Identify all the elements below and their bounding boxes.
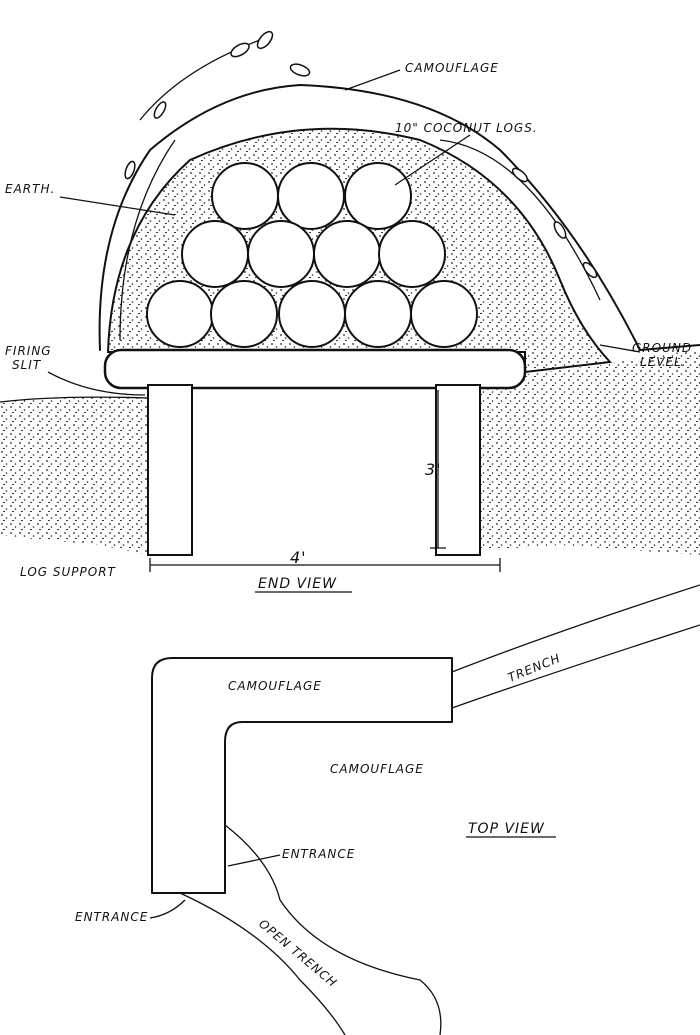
- leader-lines: [47, 69, 641, 396]
- label: ENTRANCE: [75, 910, 148, 924]
- label: CAMOUFLAGE: [330, 762, 424, 776]
- log-support-left: [147, 384, 193, 556]
- ground-left: [0, 397, 148, 555]
- view-title: TOP VIEW: [468, 821, 545, 837]
- dimension-label: 3': [425, 460, 442, 479]
- open-trench: [179, 824, 442, 1035]
- label: GROUND LEVEL.: [632, 341, 692, 369]
- leaves: [124, 30, 598, 279]
- log-support-right: [435, 384, 481, 556]
- label: ENTRANCE: [282, 847, 355, 861]
- label-line: GROUND: [632, 341, 692, 355]
- camouflage-outline: [151, 657, 453, 894]
- trench: [451, 584, 700, 709]
- label: 10" COCONUT LOGS.: [395, 121, 538, 135]
- label: CAMOUFLAGE: [228, 679, 322, 693]
- dimension-lines: [149, 390, 501, 572]
- label: LOG SUPPORT: [20, 565, 117, 579]
- leader-lines: [149, 854, 281, 919]
- label: OPEN TRENCH: [256, 917, 340, 991]
- label: FIRING SLIT: [5, 344, 52, 372]
- coconut-logs: [146, 162, 478, 348]
- label-line: FIRING: [5, 344, 52, 358]
- view-title: END VIEW: [258, 576, 337, 592]
- ground-right: [480, 350, 700, 555]
- ground-line: [0, 396, 149, 403]
- label: EARTH.: [5, 182, 55, 196]
- dimension-label: 4': [290, 548, 307, 567]
- label: CAMOUFLAGE: [405, 61, 499, 75]
- camouflage-outline: [98, 84, 700, 351]
- label-line: SLIT: [12, 358, 42, 372]
- label-line: LEVEL.: [640, 355, 687, 369]
- beam: [103, 348, 527, 390]
